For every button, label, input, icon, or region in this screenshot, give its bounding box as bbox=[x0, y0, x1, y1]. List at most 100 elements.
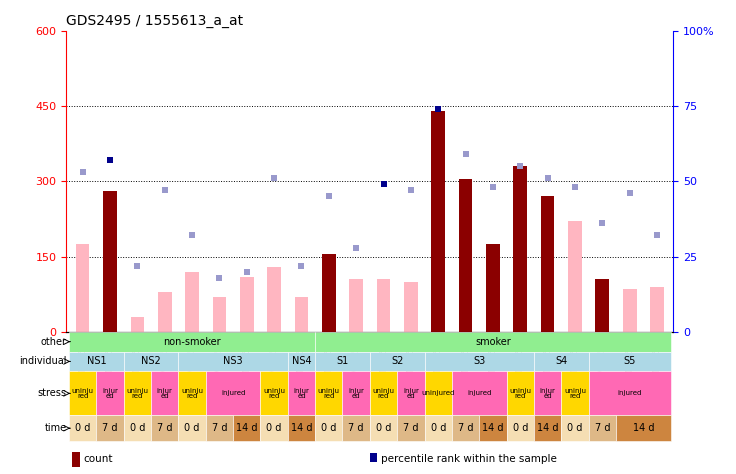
Bar bbox=[288, 371, 315, 415]
Bar bbox=[103, 191, 117, 332]
Text: 0 d: 0 d bbox=[75, 423, 91, 433]
Text: count: count bbox=[83, 455, 113, 465]
Bar bbox=[158, 292, 171, 332]
Text: 14 d: 14 d bbox=[482, 423, 503, 433]
Bar bbox=[370, 453, 377, 462]
Bar bbox=[69, 332, 315, 352]
Bar bbox=[479, 415, 506, 441]
Text: 14 d: 14 d bbox=[236, 423, 258, 433]
Bar bbox=[342, 371, 369, 415]
Bar bbox=[568, 221, 582, 332]
Bar bbox=[397, 415, 425, 441]
Text: 0 d: 0 d bbox=[567, 423, 583, 433]
Bar bbox=[124, 371, 151, 415]
Text: NS4: NS4 bbox=[291, 356, 311, 366]
Bar bbox=[616, 415, 670, 441]
Text: S5: S5 bbox=[623, 356, 636, 366]
Bar bbox=[342, 415, 369, 441]
Text: uninju
red: uninju red bbox=[263, 388, 285, 399]
Bar bbox=[294, 297, 308, 332]
Text: NS2: NS2 bbox=[141, 356, 161, 366]
Bar bbox=[397, 371, 425, 415]
Bar bbox=[369, 352, 425, 371]
Bar bbox=[534, 415, 562, 441]
Bar bbox=[151, 371, 178, 415]
Bar bbox=[261, 371, 288, 415]
Text: 7 d: 7 d bbox=[595, 423, 610, 433]
Text: time: time bbox=[45, 423, 67, 433]
Text: S4: S4 bbox=[555, 356, 567, 366]
Text: injur
ed: injur ed bbox=[294, 388, 309, 399]
Bar bbox=[589, 352, 670, 371]
Text: S1: S1 bbox=[336, 356, 349, 366]
Text: 0 d: 0 d bbox=[130, 423, 145, 433]
Bar bbox=[425, 415, 452, 441]
Text: non-smoker: non-smoker bbox=[163, 337, 221, 346]
Bar bbox=[240, 277, 254, 332]
Text: uninju
red: uninju red bbox=[318, 388, 340, 399]
Text: injured: injured bbox=[467, 391, 492, 396]
Text: uninju
red: uninju red bbox=[181, 388, 203, 399]
Text: smoker: smoker bbox=[475, 337, 511, 346]
Bar bbox=[452, 371, 506, 415]
Text: injur
ed: injur ed bbox=[102, 388, 118, 399]
Text: GDS2495 / 1555613_a_at: GDS2495 / 1555613_a_at bbox=[66, 14, 244, 28]
Text: uninju
red: uninju red bbox=[509, 388, 531, 399]
Bar bbox=[369, 415, 397, 441]
Text: stress: stress bbox=[38, 388, 67, 398]
Text: 14 d: 14 d bbox=[291, 423, 312, 433]
Bar bbox=[178, 415, 206, 441]
Bar bbox=[288, 415, 315, 441]
Bar bbox=[541, 196, 554, 332]
Bar bbox=[76, 244, 90, 332]
Bar bbox=[562, 371, 589, 415]
Bar bbox=[267, 266, 281, 332]
Bar bbox=[562, 415, 589, 441]
Text: uninju
red: uninju red bbox=[71, 388, 93, 399]
Text: NS3: NS3 bbox=[223, 356, 243, 366]
Text: injur
ed: injur ed bbox=[403, 388, 419, 399]
Bar bbox=[377, 279, 390, 332]
Bar bbox=[595, 279, 609, 332]
Bar bbox=[96, 415, 124, 441]
Text: injur
ed: injur ed bbox=[539, 388, 556, 399]
Bar bbox=[124, 415, 151, 441]
Bar bbox=[534, 371, 562, 415]
Bar bbox=[425, 371, 452, 415]
Bar bbox=[315, 352, 369, 371]
Bar bbox=[178, 371, 206, 415]
Bar bbox=[452, 415, 479, 441]
Text: 0 d: 0 d bbox=[376, 423, 392, 433]
Bar bbox=[315, 415, 342, 441]
Bar bbox=[322, 254, 336, 332]
Bar bbox=[233, 415, 261, 441]
Text: 0 d: 0 d bbox=[431, 423, 446, 433]
Bar bbox=[206, 415, 233, 441]
Text: injur
ed: injur ed bbox=[348, 388, 364, 399]
Text: 7 d: 7 d bbox=[403, 423, 419, 433]
Text: uninjured: uninjured bbox=[422, 391, 455, 396]
Bar bbox=[69, 415, 96, 441]
Text: uninju
red: uninju red bbox=[564, 388, 586, 399]
Bar bbox=[589, 371, 670, 415]
Text: 0 d: 0 d bbox=[512, 423, 528, 433]
Bar bbox=[72, 452, 79, 467]
Text: percentile rank within the sample: percentile rank within the sample bbox=[381, 455, 556, 465]
Text: uninju
red: uninju red bbox=[127, 388, 149, 399]
Bar bbox=[130, 317, 144, 332]
Bar bbox=[151, 415, 178, 441]
Bar bbox=[486, 244, 500, 332]
Bar bbox=[431, 111, 445, 332]
Bar bbox=[261, 415, 288, 441]
Text: other: other bbox=[40, 337, 67, 346]
Bar bbox=[514, 166, 527, 332]
Bar bbox=[650, 287, 664, 332]
Text: individual: individual bbox=[19, 356, 67, 366]
Text: 7 d: 7 d bbox=[458, 423, 473, 433]
Text: 7 d: 7 d bbox=[348, 423, 364, 433]
Bar bbox=[96, 371, 124, 415]
Text: 7 d: 7 d bbox=[157, 423, 172, 433]
Text: 7 d: 7 d bbox=[102, 423, 118, 433]
Text: injured: injured bbox=[221, 391, 245, 396]
Bar bbox=[69, 371, 96, 415]
